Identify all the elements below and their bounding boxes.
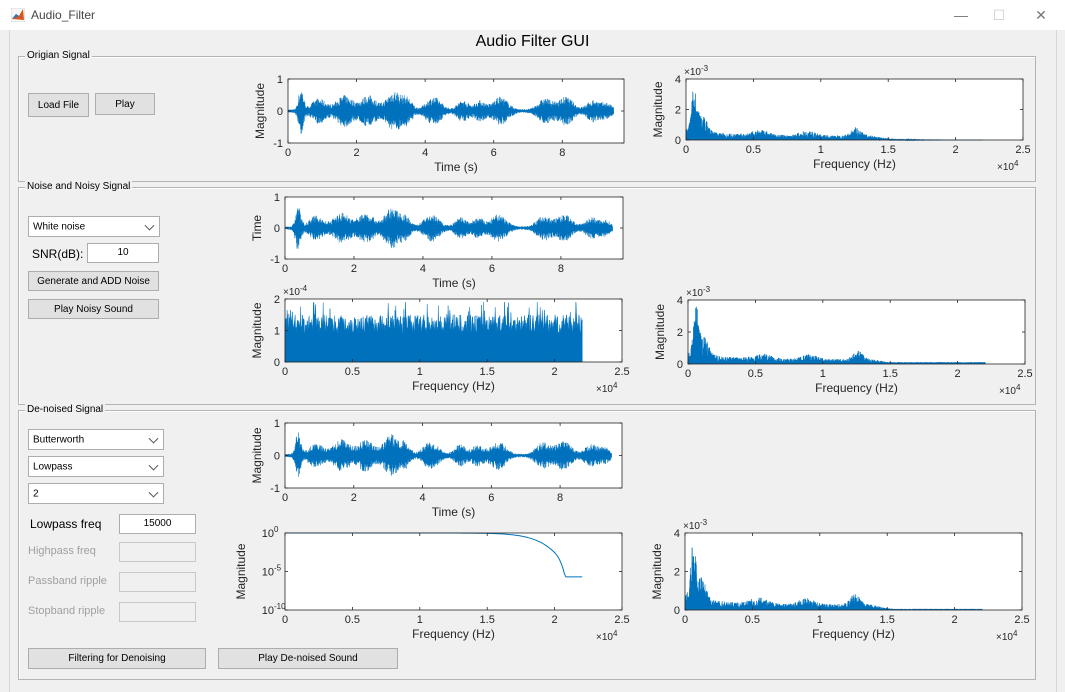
noise-type-select[interactable]: White noise [28,216,160,237]
noise-type-value: White noise [33,221,86,232]
band-type-select[interactable]: Lowpass [28,456,164,477]
maximize-icon[interactable]: ☐ [992,7,1006,23]
window-border-left [9,30,10,692]
gui-title: Audio Filter GUI [475,33,590,50]
load-file-button[interactable]: Load File [28,93,89,117]
filter-order-value: 2 [33,488,39,499]
panel-title: De-noised Signal [25,404,106,416]
snr-input[interactable]: 10 [87,243,159,263]
close-icon[interactable]: ✕ [1035,7,1047,23]
matlab-icon [11,8,25,22]
play-denoised-button[interactable]: Play De-noised Sound [218,648,398,669]
lowpass-freq-label: Lowpass freq [30,517,102,531]
generate-noise-button[interactable]: Generate and ADD Noise [28,271,159,291]
window-title: Audio_Filter [31,8,96,22]
noise-panel: Noise and Noisy Signal [18,181,1036,405]
panel-title: Origian Signal [25,50,92,62]
chevron-down-icon [148,460,159,471]
window-titlebar: Audio_Filter — ☐ ✕ [0,0,1065,30]
filter-type-value: Butterworth [33,434,85,445]
chevron-down-icon [148,487,159,498]
lowpass-freq-input[interactable]: 15000 [119,514,196,534]
chevron-down-icon [144,220,155,231]
highpass-freq-input [119,542,196,562]
play-button[interactable]: Play [95,93,155,115]
passband-ripple-input [119,572,196,592]
chevron-down-icon [148,433,159,444]
origin-signal-panel: Origian Signal [18,50,1036,182]
band-type-value: Lowpass [33,461,73,472]
minimize-icon[interactable]: — [954,7,968,23]
filtering-button[interactable]: Filtering for Denoising [28,648,206,669]
panel-title: Noise and Noisy Signal [25,181,133,193]
stopband-ripple-input [119,602,196,622]
passband-ripple-label: Passband ripple [28,575,107,587]
stopband-ripple-label: Stopband ripple [28,605,106,617]
play-noisy-button[interactable]: Play Noisy Sound [28,299,159,319]
snr-label: SNR(dB): [32,247,84,261]
denoised-panel: De-noised Signal [18,404,1036,680]
window-border-right [1056,30,1057,692]
highpass-freq-label: Highpass freq [28,545,96,557]
filter-type-select[interactable]: Butterworth [28,429,164,450]
filter-order-select[interactable]: 2 [28,483,164,504]
